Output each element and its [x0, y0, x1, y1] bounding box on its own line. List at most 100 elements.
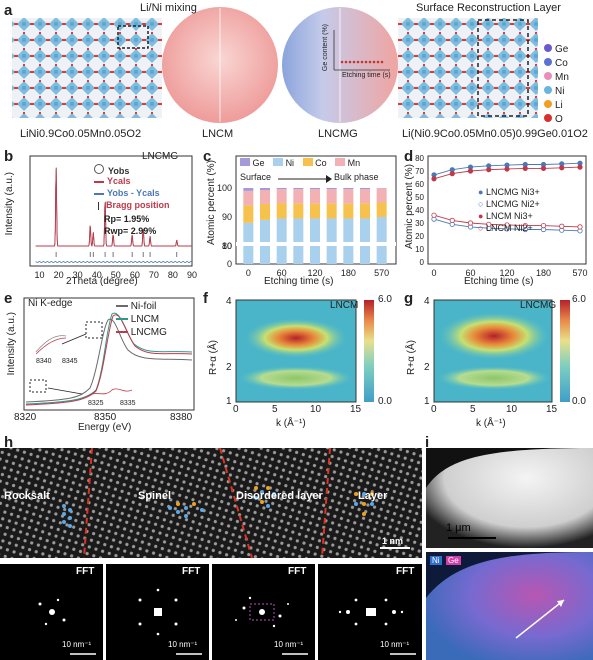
boundary-3 — [321, 448, 331, 559]
xrd-ylabel: Intensity (a.u.) — [4, 172, 15, 236]
map-ni-tag: Ni — [430, 556, 442, 565]
legend-li: Li — [555, 100, 563, 111]
caption-lncm-formula: LiNi0.9Co0.05Mn0.05O2 — [20, 128, 142, 140]
legend-co: Co — [555, 58, 568, 69]
f-xtick-15: 15 — [350, 404, 362, 415]
legend-o: O — [555, 114, 563, 125]
line-point — [577, 164, 583, 170]
bar-co — [243, 205, 254, 223]
f-cbar-min: 0.0 — [378, 396, 392, 407]
e-xtick-3: 8380 — [170, 412, 193, 423]
e-ylabel: Intensity (a.u.) — [6, 312, 17, 376]
panel-label-e: e — [4, 290, 13, 307]
f-ytick-1: 1 — [226, 396, 232, 407]
spinel-atoms — [168, 502, 204, 518]
xrd-diff-line — [35, 260, 193, 264]
eds-map — [426, 552, 593, 660]
bar-mn — [293, 189, 304, 204]
bar-ni — [310, 218, 320, 264]
d-ylabel: Atomic percent (%) — [404, 164, 415, 250]
c-ytick: 100 — [217, 183, 232, 193]
boundary-2 — [219, 448, 253, 559]
bar-co — [376, 202, 387, 217]
c-xtick: 0 — [246, 268, 251, 278]
panel-label-c: c — [203, 148, 212, 165]
f-cbar-max: 6.0 — [378, 294, 392, 305]
legend-ni: Ni — [555, 86, 565, 97]
d-xtick: 60 — [465, 268, 475, 278]
line-point — [522, 223, 528, 229]
bar-ni — [276, 218, 287, 264]
f-ytick-4: 4 — [226, 296, 232, 307]
bar-mn — [343, 189, 354, 204]
line-point — [486, 221, 492, 227]
line-point — [522, 165, 528, 171]
rwp-value: Rwp= 2.99% — [104, 226, 157, 236]
fft-label-3: FFT — [288, 566, 307, 577]
g-xtick-0: 0 — [431, 404, 437, 415]
bar-co — [326, 203, 337, 219]
bar-ni — [326, 218, 337, 264]
g-title: LNCMG — [520, 300, 557, 311]
mixing-highlight-box — [117, 25, 149, 49]
fft-label-1: FFT — [76, 566, 95, 577]
map-ge-tag: Ge — [446, 556, 461, 565]
xrd-xtick: 50 — [111, 270, 121, 280]
f-ytick-2: 2 — [226, 362, 232, 373]
fft-label-2: FFT — [182, 566, 201, 577]
caption-lncm: LNCM — [202, 128, 234, 140]
legend-bragg: Bragg position — [94, 200, 170, 210]
i-scale-text: 1 μm — [446, 522, 471, 534]
panel-d-line-chart: 0 10 20 30 40 50 60 70 80 0 60 120 180 570 — [415, 154, 587, 278]
c-xtick: 570 — [374, 268, 389, 278]
bar-ni — [260, 219, 270, 264]
bar-ni — [343, 218, 354, 264]
xrd-xtick: 70 — [149, 270, 159, 280]
bar-ni — [293, 218, 304, 264]
surface-layer-box — [477, 19, 529, 117]
layer-atoms — [354, 492, 374, 516]
panel-b-xrd-plot: 10 20 30 40 50 60 70 80 90 — [29, 155, 197, 280]
panel-label-h: h — [4, 434, 14, 451]
xrd-xlabel: 2Theta (degree) — [66, 276, 138, 287]
ni-swatch — [544, 86, 552, 94]
g-xtick-15: 15 — [546, 404, 558, 415]
bar-ge — [343, 188, 354, 190]
fft-scale-2: 10 nm⁻¹ — [168, 640, 198, 649]
bar-mn — [360, 189, 370, 204]
e-title: Ni K-edge — [28, 298, 73, 309]
region-spinel: Spinel — [138, 490, 172, 502]
panel-label-d: d — [404, 148, 414, 165]
panel-label-a: a — [4, 2, 13, 19]
legend-yobs-ycals: Yobs - Ycals — [94, 188, 160, 198]
d-ytick: 80 — [415, 154, 424, 163]
legend-ge: Ge — [555, 44, 569, 55]
e-inset-box-2 — [29, 379, 47, 393]
bar-co — [293, 203, 304, 219]
f-xtick-5: 5 — [272, 404, 278, 415]
d-ytick: 60 — [415, 180, 424, 189]
line-point — [431, 176, 437, 182]
panel-label-g: g — [404, 290, 414, 307]
e-inset2-tick-b: 8335 — [120, 400, 136, 407]
line-point — [559, 223, 565, 229]
legend-yobs: Yobs — [94, 164, 129, 176]
bar-ge — [260, 188, 270, 191]
c-xtick: 60 — [277, 268, 287, 278]
panel-a-figure — [12, 7, 538, 123]
bar-mn — [260, 190, 270, 204]
g-ytick-2: 2 — [424, 362, 430, 373]
o-swatch — [544, 114, 552, 122]
c-ylabel: Atomic percent (%) — [206, 160, 217, 246]
d-ytick: 50 — [415, 193, 424, 202]
c-legend: Ge Ni Co Mn — [240, 158, 360, 168]
panel-g-wavelet — [433, 299, 570, 403]
bar-ni — [376, 217, 387, 264]
line-scan-arrow — [515, 599, 565, 639]
c-xtick: 180 — [341, 268, 356, 278]
legend-mn: Mn — [555, 72, 569, 83]
panel-label-i: i — [425, 434, 430, 451]
bar-co — [276, 203, 287, 219]
c-ytick: 0 — [227, 259, 232, 269]
